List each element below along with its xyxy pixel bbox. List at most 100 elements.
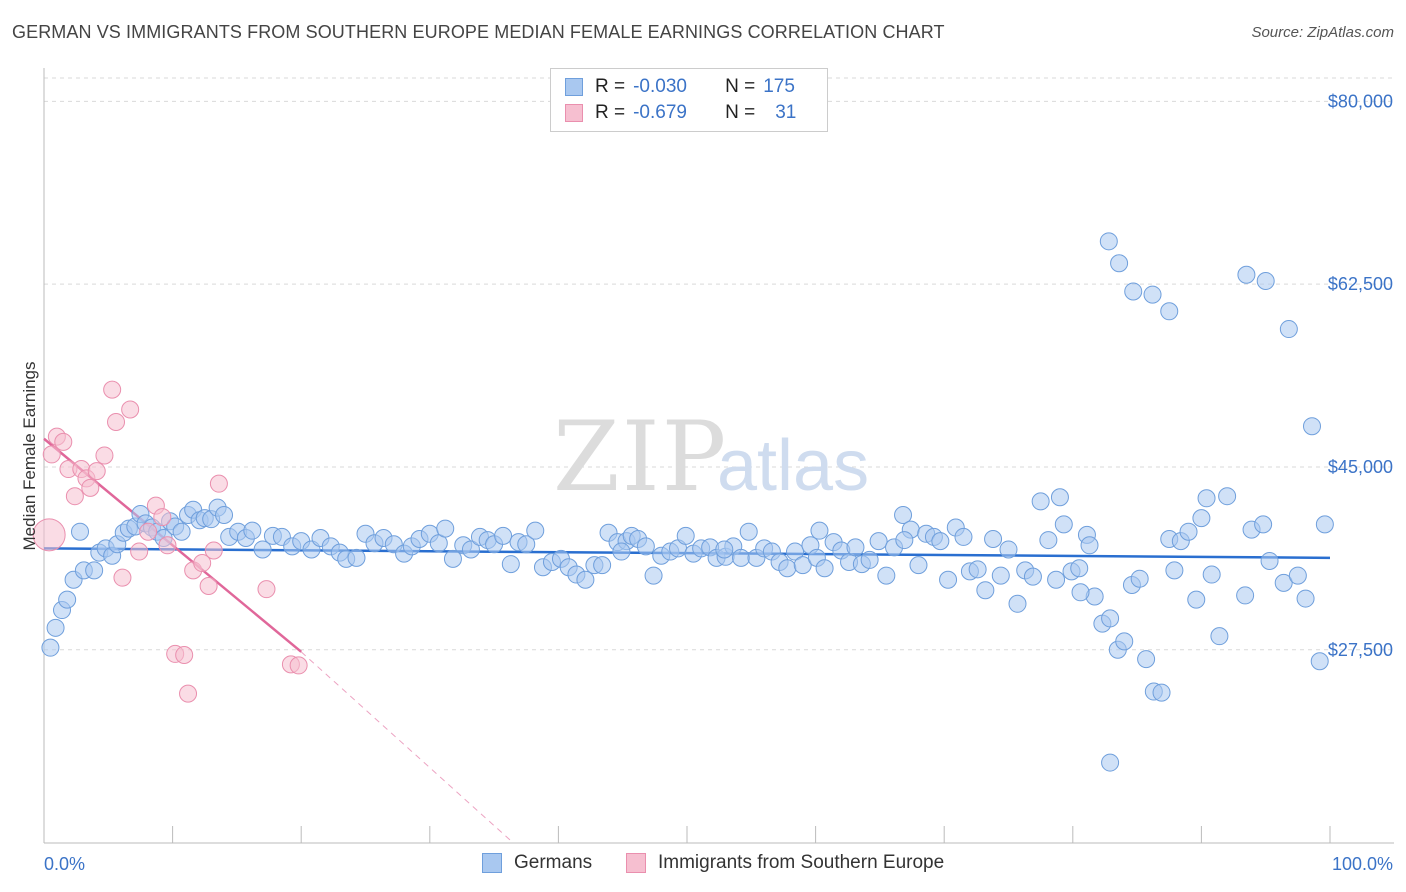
immigrants-point [175,645,194,664]
y-tick-label: $80,000 [1328,91,1393,111]
germans-point [1165,561,1184,580]
legend-row-germans: R = -0.030 N = 175 [565,75,795,99]
germans-point [846,538,865,557]
germans-point [1192,509,1211,528]
legend-item-immigrants: Immigrants from Southern Europe [626,852,944,874]
germans-point [793,556,812,575]
germans-point [954,527,973,546]
germans-swatch-icon [482,853,502,873]
immigrants-swatch-icon [626,853,646,873]
y-tick-label: $45,000 [1328,457,1393,477]
germans-point [968,560,987,579]
immigrants-point [199,577,218,596]
germans-point [501,555,520,574]
immigrants-point [95,446,114,465]
germans-point [1152,683,1171,702]
germans-point [1115,632,1134,651]
axes [43,68,1394,844]
germans-point [815,559,834,578]
germans-point [576,570,595,589]
germans-point [991,566,1010,585]
germans-point [739,522,758,541]
germans-point [931,532,950,551]
immigrants-point [204,541,223,560]
germans-point [895,531,914,550]
germans-point [1315,515,1334,534]
germans-point [461,540,480,559]
germans-point [1179,522,1198,541]
germans-point [1101,753,1120,772]
legend-n-label: N = [725,102,756,123]
germans-point [1236,586,1255,605]
chart-title: GERMAN VS IMMIGRANTS FROM SOUTHERN EUROP… [12,22,945,42]
germans-point [1160,302,1179,321]
immigrants-point [42,445,61,464]
immigrants-swatch-icon [565,104,583,122]
germans-point [243,521,262,540]
immigrants-point [81,478,100,497]
germans-point [1288,566,1307,585]
legend-r-value: -0.679 [633,102,687,123]
immigrants-point [209,474,228,493]
germans-point [644,566,663,585]
immigrants-point [103,380,122,399]
germans-point [1187,590,1206,609]
germans-point [71,522,90,541]
germans-point [1054,515,1073,534]
germans-point [1197,489,1216,508]
germans-point [41,638,60,657]
immigrants-points [32,380,308,703]
series-legend: Germans Immigrants from Southern Europe [0,852,1406,878]
immigrants-point [153,508,172,527]
legend-n-value: 31 [775,102,797,123]
germans-point [1124,282,1143,301]
germans-point [1050,488,1069,507]
immigrants-point [113,568,132,587]
y-tick-label: $62,500 [1328,274,1393,294]
germans-point [593,556,612,575]
correlation-legend: R = -0.030 N = 175 R = -0.679 N = 31 [550,68,828,132]
x-tick-label: 0.0% [44,854,85,874]
immigrants-point [121,400,140,419]
immigrants-point [32,518,66,552]
x-tick-label: 100.0% [1332,854,1393,874]
germans-point [877,566,896,585]
legend-n-label: N = [725,76,756,97]
germans-point [1143,285,1162,304]
germans-point [1130,569,1149,588]
germans-point [1274,573,1293,592]
germans-point [860,550,879,569]
germans-point [636,537,655,556]
germans-point [253,540,272,559]
legend-r-value: -0.030 [633,76,687,97]
germans-point [715,540,734,559]
immigrants-point [87,462,106,481]
immigrants-point [257,580,276,599]
immigrants-point [139,522,158,541]
immigrants-point [107,413,126,432]
germans-point [526,521,545,540]
germans-point [1254,515,1273,534]
legend-r-label: R = [595,76,626,97]
germans-point [1070,559,1089,578]
germans-point [869,532,888,551]
germans-point [1310,652,1329,671]
legend-label-immigrants: Immigrants from Southern Europe [658,852,945,873]
germans-point [1296,589,1315,608]
germans-point [1210,627,1229,646]
germans-point [1302,417,1321,436]
legend-n-value: 175 [763,76,795,97]
germans-point [1279,320,1298,339]
immigrants-point [193,554,212,573]
germans-point [1099,232,1118,251]
germans-point [1071,583,1090,602]
watermark: ZIP atlas [553,401,869,513]
legend-label-germans: Germans [514,852,593,873]
germans-point [909,556,928,575]
immigrants-trend-extension [300,651,514,844]
watermark-zip: ZIP [553,401,728,513]
germans-points [41,232,1334,772]
germans-point [810,521,829,540]
germans-point [976,581,995,600]
